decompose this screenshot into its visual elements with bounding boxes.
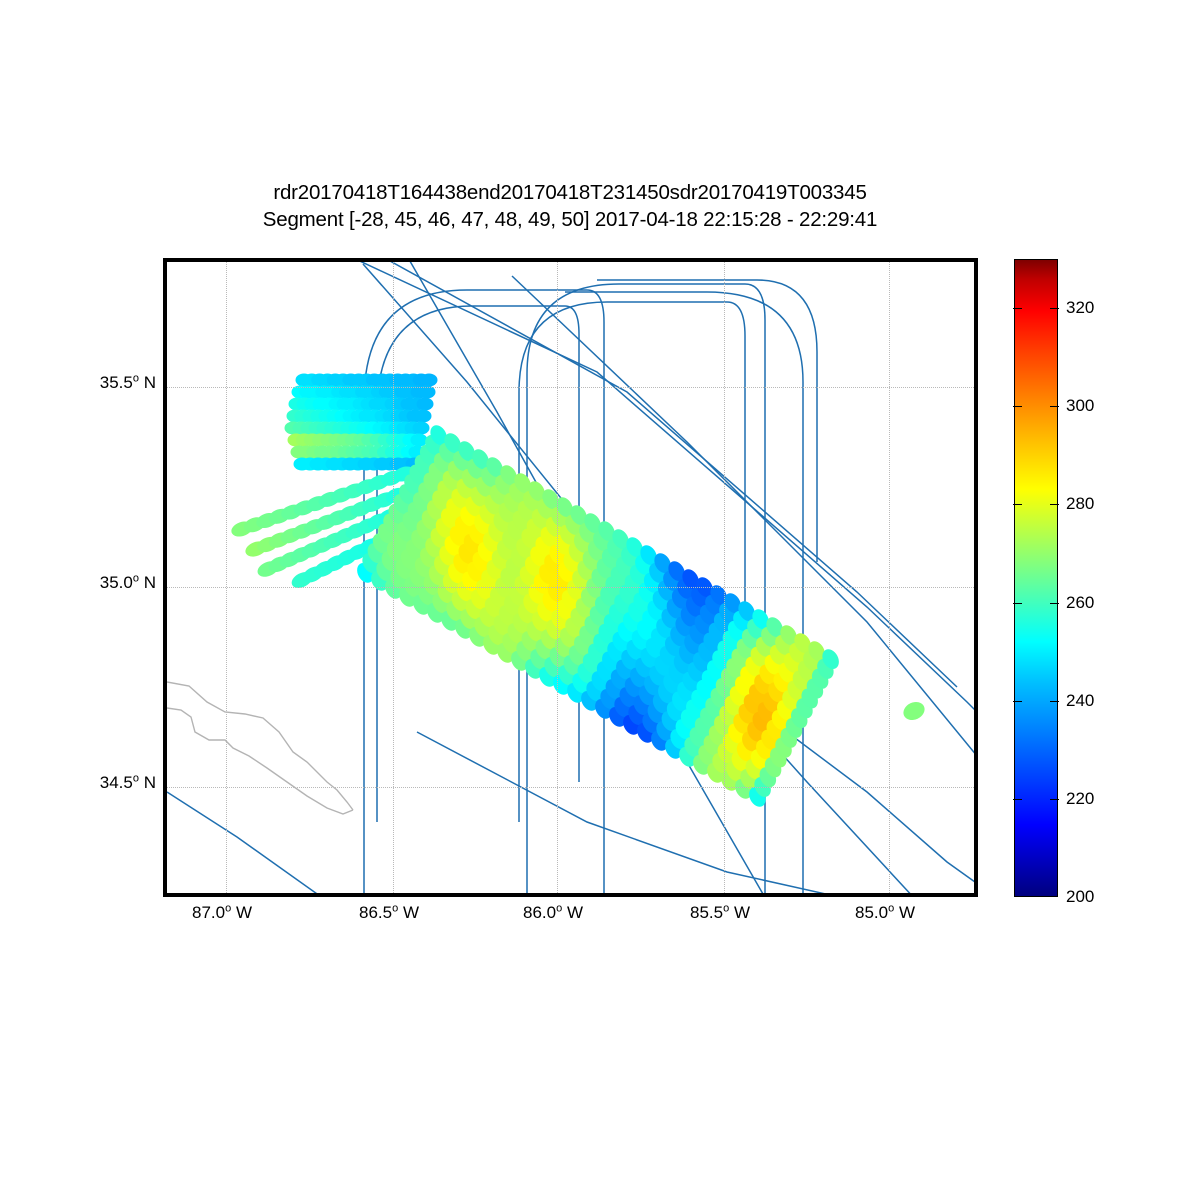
degree-symbol-icon: o	[225, 902, 232, 915]
colorbar-tick	[1013, 602, 1022, 604]
colorbar-tick-label: 240	[1066, 690, 1095, 710]
degree-symbol-icon: o	[132, 772, 139, 785]
data-point	[500, 465, 517, 486]
data-point	[682, 569, 699, 590]
colorbar-tick	[1050, 308, 1059, 310]
gridline-vertical	[393, 262, 394, 893]
data-point	[420, 373, 438, 387]
coastline-lines	[167, 681, 354, 815]
data-point	[780, 625, 797, 646]
data-point	[414, 409, 432, 423]
gridline-vertical	[724, 262, 725, 893]
data-point	[472, 449, 489, 470]
map-graphics-layer	[167, 262, 974, 893]
gridline-vertical	[226, 262, 227, 893]
data-point	[514, 473, 531, 494]
data-point	[654, 553, 671, 574]
colorbar-tick-label: 320	[1066, 298, 1095, 318]
data-point	[612, 529, 629, 550]
degree-symbol-icon: o	[132, 372, 139, 385]
data-points-main-swath	[357, 425, 839, 807]
gridline-horizontal	[167, 587, 974, 588]
data-point	[752, 609, 769, 630]
data-point	[486, 457, 503, 478]
data-point	[738, 601, 755, 622]
colorbar-gradient	[1014, 259, 1058, 897]
data-point	[410, 433, 428, 447]
colorbar-tick-label: 260	[1066, 592, 1095, 612]
data-point	[903, 702, 925, 720]
colorbar-tick-label: 200	[1066, 887, 1095, 906]
data-point	[766, 617, 783, 638]
data-point	[430, 425, 447, 446]
data-point	[668, 561, 685, 582]
data-point	[416, 397, 434, 411]
x-tick-4: 85.0o W	[855, 902, 915, 922]
data-point-isolated	[903, 702, 925, 720]
data-point	[418, 385, 436, 399]
data-point	[556, 497, 573, 518]
y-tick-1: 35.0o N	[99, 572, 156, 592]
title-line-1: rdr20170418T164438end20170418T231450sdr2…	[273, 181, 867, 204]
colorbar-tick	[1013, 308, 1022, 310]
colorbar-tick	[1050, 602, 1059, 604]
colorbar-tick	[1013, 798, 1022, 800]
x-tick-0: 87.0o W	[192, 902, 252, 922]
data-point	[598, 521, 615, 542]
data-point	[808, 641, 825, 662]
data-point	[724, 593, 741, 614]
degree-symbol-icon: o	[888, 902, 895, 915]
degree-symbol-icon: o	[392, 902, 399, 915]
data-point	[794, 633, 811, 654]
colorbar[interactable]: 320 300 280 260 240 220 200	[1013, 259, 1094, 906]
x-tick-2: 86.0o W	[523, 902, 583, 922]
data-point	[626, 537, 643, 558]
colorbar-tick-label: 300	[1066, 396, 1095, 416]
data-point	[710, 585, 727, 606]
data-point	[528, 481, 545, 502]
y-tick-2: 34.5o N	[99, 772, 156, 792]
map-plot-clip	[167, 262, 974, 893]
colorbar-tick	[1050, 504, 1059, 506]
gridline-vertical	[889, 262, 890, 893]
gridline-horizontal	[167, 787, 974, 788]
data-point	[412, 421, 430, 435]
data-point	[444, 433, 461, 454]
data-point	[570, 505, 587, 526]
colorbar-tick-label: 220	[1066, 788, 1095, 808]
degree-symbol-icon: o	[723, 902, 730, 915]
colorbar-tick-label: 280	[1066, 494, 1095, 514]
data-point	[640, 545, 657, 566]
colorbar-tick	[1050, 798, 1059, 800]
map-plot-area[interactable]	[163, 258, 978, 897]
colorbar-tick	[1050, 700, 1059, 702]
gridline-horizontal	[167, 387, 974, 388]
data-point	[584, 513, 601, 534]
colorbar-tick	[1013, 504, 1022, 506]
plot-title: rdr20170418T164438end20170418T231450sdr2…	[0, 180, 1140, 233]
colorbar-tick	[1050, 406, 1059, 408]
gridline-vertical	[557, 262, 558, 893]
data-point	[822, 649, 839, 670]
colorbar-tick	[1013, 700, 1022, 702]
x-tick-3: 85.5o W	[690, 902, 750, 922]
colorbar-tick	[1013, 406, 1022, 408]
title-line-2: Segment [-28, 45, 46, 47, 48, 49, 50] 20…	[262, 207, 878, 231]
flight-track-lines	[167, 262, 974, 893]
x-tick-1: 86.5o W	[359, 902, 419, 922]
data-points-northwest-block	[284, 373, 438, 471]
y-tick-0: 35.5o N	[99, 372, 156, 392]
data-point	[542, 489, 559, 510]
degree-symbol-icon: o	[132, 572, 139, 585]
degree-symbol-icon: o	[556, 902, 563, 915]
data-point	[458, 441, 475, 462]
